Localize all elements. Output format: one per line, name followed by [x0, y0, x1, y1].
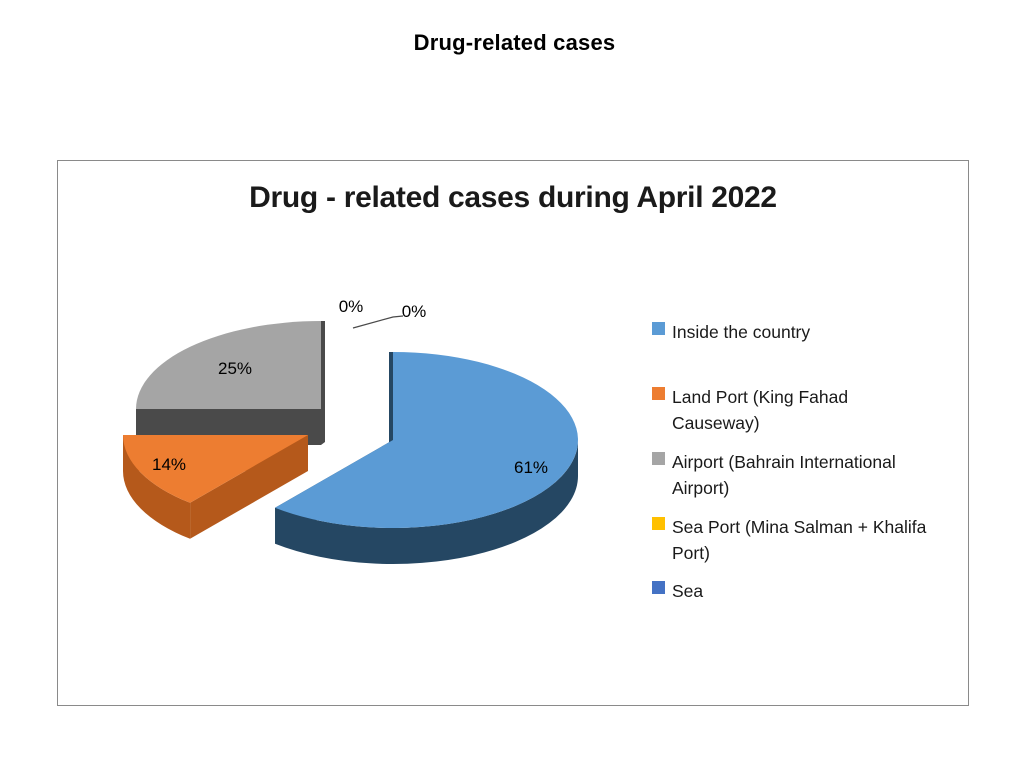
legend-swatch-icon: [652, 517, 665, 530]
chart-title: Drug - related cases during April 2022: [249, 181, 777, 214]
data-label: 25%: [218, 359, 252, 378]
pie-chart: 61% 14% 25% 0% 0%: [123, 297, 578, 565]
data-label: 14%: [152, 455, 186, 474]
label-leader-line: [352, 315, 404, 329]
data-label: 0%: [402, 302, 427, 321]
page-title: Drug-related cases: [413, 30, 616, 55]
pie-slice-rim: [275, 440, 578, 565]
data-label: 0%: [339, 297, 364, 316]
legend-swatch-icon: [652, 581, 665, 594]
legend-label: Land Port (King Fahad Causeway): [672, 387, 849, 433]
legend-label: Airport (Bahrain International Airport): [672, 452, 896, 498]
pie-slice: [136, 321, 321, 409]
legend-item: Sea: [652, 578, 703, 604]
chart-legend: Inside the country Land Port (King Fahad …: [652, 161, 962, 707]
legend-swatch-icon: [652, 322, 665, 335]
chart-frame: Drug - related cases during April 2022 6…: [57, 160, 969, 706]
legend-item: Land Port (King Fahad Causeway): [652, 384, 848, 436]
pie-slice: [275, 352, 578, 529]
legend-swatch-icon: [652, 387, 665, 400]
pie-slice: [123, 435, 308, 503]
pie-slice-cut-face: [321, 321, 325, 445]
legend-item: Sea Port (Mina Salman + Khalifa Port): [652, 514, 926, 566]
pie-slice-rim: [123, 435, 191, 539]
legend-label: Sea: [672, 581, 704, 601]
legend-label: Sea Port (Mina Salman + Khalifa Port): [672, 517, 927, 563]
legend-label: Inside the country: [672, 322, 811, 342]
legend-item: Airport (Bahrain International Airport): [652, 449, 896, 501]
legend-item: Inside the country: [652, 319, 810, 345]
legend-swatch-icon: [652, 452, 665, 465]
data-label: 61%: [514, 458, 548, 477]
